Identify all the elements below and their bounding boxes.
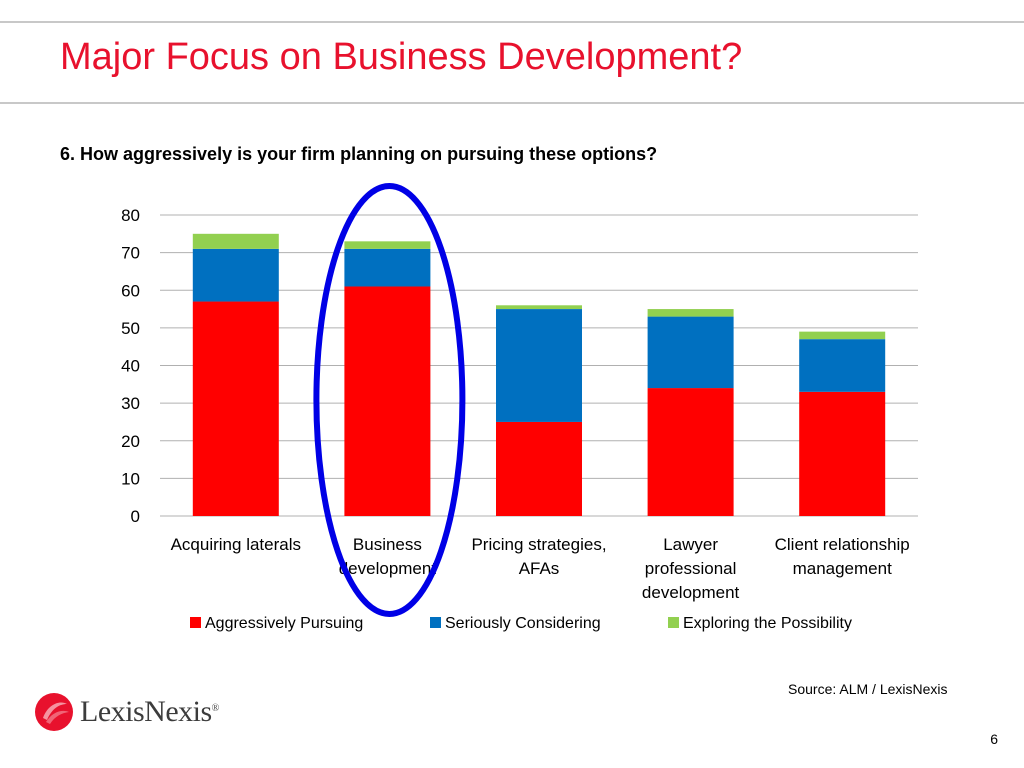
x-category-label: development	[339, 559, 437, 578]
bar-segment-seriously-considering	[344, 248, 431, 287]
y-tick-label: 30	[121, 394, 140, 413]
highlight-ellipse	[313, 183, 466, 617]
legend-label: Aggressively Pursuing	[205, 615, 363, 632]
bar-segment-exploring-the-possibility	[496, 305, 582, 310]
logo-registered-mark: ®	[211, 703, 220, 714]
title-underline-rule	[0, 102, 1024, 104]
x-category-label: AFAs	[519, 559, 560, 578]
legend-swatch	[668, 617, 679, 628]
y-tick-label: 80	[121, 206, 140, 225]
bar-segment-seriously-considering	[799, 339, 886, 392]
top-rule	[0, 21, 1024, 23]
y-tick-label: 20	[121, 432, 140, 451]
source-note: Source: ALM / LexisNexis	[788, 681, 948, 697]
x-category-label: Acquiring laterals	[171, 535, 301, 554]
y-tick-label: 40	[121, 357, 140, 376]
x-category-label: Client relationship	[775, 535, 910, 554]
logo-wordmark: LexisNexis®	[80, 695, 219, 729]
x-category-label: development	[642, 583, 740, 602]
bar-segment-aggressively-pursuing	[496, 421, 582, 516]
bar-segment-exploring-the-possibility	[647, 309, 734, 317]
y-tick-label: 60	[121, 281, 140, 300]
survey-question: 6. How aggressively is your firm plannin…	[60, 144, 658, 164]
stacked-bar-chart: 0 10 20 30 40 50 60 70 80 Acquiring laterals Busi…	[121, 183, 918, 632]
legend-swatch	[430, 617, 441, 628]
lexisnexis-logo: LexisNexis®	[34, 692, 219, 732]
legend-swatch	[190, 617, 201, 628]
logo-text: LexisNexis	[80, 695, 212, 728]
bar-segment-seriously-considering	[647, 316, 734, 389]
lexisnexis-logo-icon	[35, 693, 73, 731]
y-tick-label: 70	[121, 244, 140, 263]
x-category-label: Lawyer	[663, 535, 718, 554]
x-category-label: Business	[353, 535, 422, 554]
legend-label: Exploring the Possibility	[683, 615, 852, 632]
bar-segment-seriously-considering	[192, 248, 279, 302]
bar-segment-aggressively-pursuing	[192, 301, 279, 516]
y-tick-label: 0	[131, 507, 140, 526]
bar-segment-aggressively-pursuing	[799, 391, 886, 516]
bar-segment-aggressively-pursuing	[647, 388, 734, 516]
bar-segment-exploring-the-possibility	[192, 233, 279, 249]
y-tick-label: 50	[121, 319, 140, 338]
bar-segment-exploring-the-possibility	[799, 331, 886, 340]
x-category-label: Pricing strategies,	[471, 535, 606, 554]
bar-segment-exploring-the-possibility	[344, 241, 431, 249]
x-category-label: professional	[645, 559, 737, 578]
slide-title: Major Focus on Business Development?	[60, 36, 743, 78]
bar-segment-aggressively-pursuing	[344, 286, 431, 516]
page-number: 6	[990, 731, 998, 747]
x-category-label: management	[793, 559, 893, 578]
bar-segment-seriously-considering	[496, 309, 582, 422]
legend-label: Seriously Considering	[445, 615, 601, 632]
y-tick-label: 10	[121, 469, 140, 488]
